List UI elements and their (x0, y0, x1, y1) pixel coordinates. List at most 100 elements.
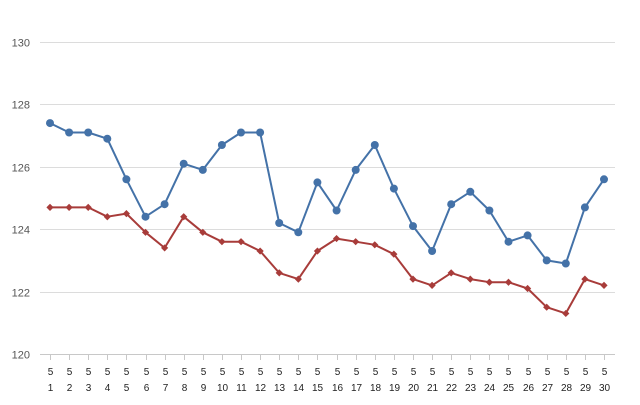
data-point (581, 275, 589, 283)
data-point (447, 200, 456, 209)
data-point (237, 128, 245, 137)
data-point (256, 247, 264, 255)
x-tick-label: 5 25 (503, 367, 515, 394)
data-point (409, 222, 417, 231)
data-point (466, 187, 475, 196)
x-tick-label: 5 27 (542, 367, 554, 394)
data-point (161, 244, 169, 252)
x-tick-label: 5 23 (465, 367, 477, 394)
data-point (504, 278, 513, 286)
data-point (332, 206, 341, 215)
data-point (352, 238, 360, 246)
data-point (141, 212, 150, 221)
y-tick-label: 130 (12, 38, 30, 50)
data-point (561, 259, 570, 268)
x-tick-label: 5 18 (370, 367, 382, 394)
x-tick-label: 5 22 (446, 367, 458, 394)
data-point (351, 165, 360, 174)
data-point (84, 203, 92, 211)
data-point (485, 278, 493, 286)
x-tick-label: 5 19 (389, 367, 401, 394)
x-tick-label: 5 15 (312, 367, 324, 394)
data-point (294, 275, 302, 283)
x-tick-label: 5 12 (255, 367, 267, 394)
x-tick-label: 5 16 (332, 367, 344, 394)
x-tick-label: 5 26 (523, 367, 535, 394)
x-tick-label: 5 21 (427, 367, 439, 394)
data-point (122, 175, 131, 184)
series-1 (46, 119, 608, 268)
y-tick-label: 124 (12, 225, 30, 237)
data-point (543, 303, 551, 311)
data-point (294, 228, 303, 237)
data-point (428, 247, 437, 255)
data-point (103, 213, 111, 221)
x-tick-label: 5 29 (580, 367, 592, 394)
data-point (370, 141, 379, 149)
data-point (580, 203, 589, 212)
x-tick-label: 5 30 (599, 367, 611, 394)
series-group (46, 119, 608, 318)
data-point (141, 228, 150, 236)
data-point (65, 128, 74, 137)
data-point (504, 237, 513, 246)
data-point (542, 256, 551, 265)
y-axis: 120 122 124 126 128 130 (12, 38, 30, 362)
y-tick-label: 120 (12, 350, 30, 362)
data-point (256, 128, 265, 137)
data-point (237, 238, 245, 246)
data-point (84, 128, 93, 137)
gridlines (40, 42, 615, 355)
y-tick-label: 122 (12, 288, 30, 300)
y-tick-label: 126 (12, 163, 30, 175)
data-point (389, 184, 398, 193)
data-point (65, 203, 73, 211)
data-point (46, 119, 54, 128)
data-point (562, 309, 570, 318)
series-1-line (49, 122, 605, 265)
data-point (103, 134, 112, 143)
data-point (275, 269, 283, 277)
data-point (600, 281, 608, 289)
data-point (523, 284, 532, 293)
x-tick-label: 5 24 (484, 367, 496, 394)
x-tick-label: 5 14 (293, 367, 305, 394)
data-point (198, 165, 207, 174)
data-point (313, 247, 322, 255)
y-tick-label: 128 (12, 100, 30, 112)
data-point (199, 228, 207, 236)
x-tick-label: 5 20 (408, 367, 420, 394)
x-tick-label: 5 13 (274, 367, 286, 394)
data-point (332, 234, 341, 243)
data-point (371, 241, 379, 249)
series-2-line (50, 206, 605, 315)
data-point (218, 238, 226, 246)
data-point (217, 141, 226, 149)
data-point (313, 178, 322, 187)
x-tick-label: 5 11 (236, 367, 247, 394)
data-point (523, 231, 532, 240)
data-point (275, 219, 284, 227)
data-point (600, 175, 608, 184)
data-point (122, 210, 131, 218)
data-point (390, 250, 398, 258)
x-axis: 5 1 5 2 5 3 5 4 5 5 5 6 5 7 5 8 5 9 5 10 5 11 5 12 5 13 5 14 5 15 5 16 5… (48, 354, 611, 394)
data-point (179, 159, 188, 168)
data-point (409, 275, 417, 283)
data-point (180, 213, 188, 221)
x-tick-label: 5 28 (561, 367, 573, 394)
x-tick-label: 5 17 (351, 367, 363, 394)
data-point (447, 269, 455, 277)
data-point (485, 206, 494, 215)
